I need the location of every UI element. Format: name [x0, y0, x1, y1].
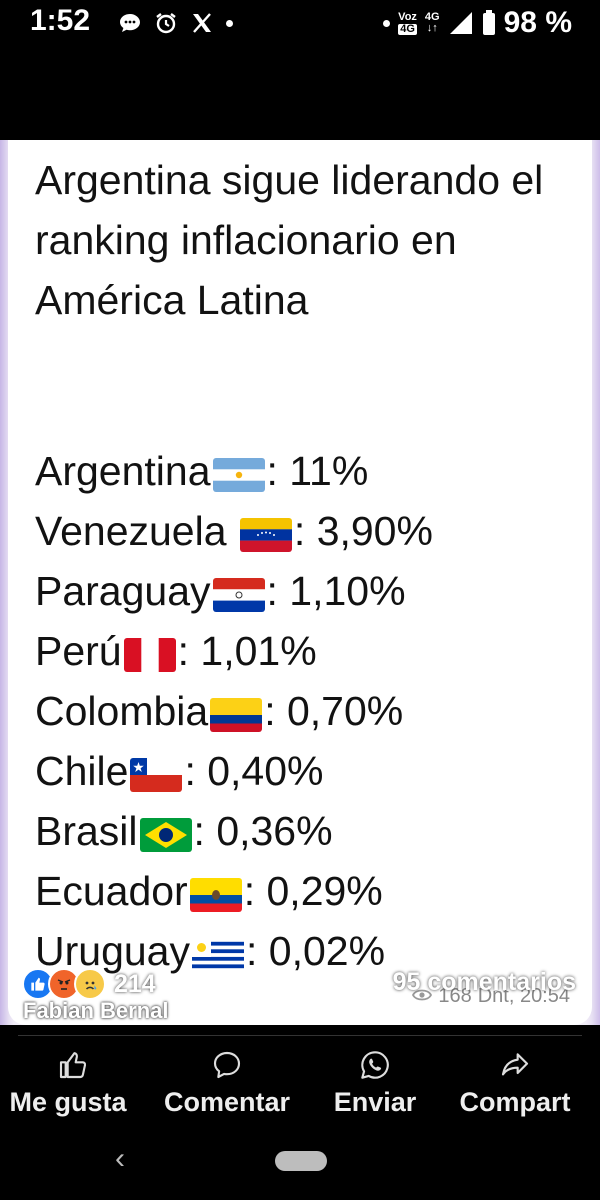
voz-tech-label: 4G: [398, 23, 417, 35]
country-name: Ecuador: [35, 868, 188, 914]
whatsapp-icon: [310, 1047, 440, 1083]
share-button[interactable]: Compart: [450, 1047, 580, 1118]
share-icon: [450, 1047, 580, 1083]
list-item: Chile : 0,40%: [35, 741, 595, 801]
inflation-value: : 3,90%: [293, 508, 433, 554]
inflation-list: Argentina : 11% Venezuela : 3,90% Paragua…: [35, 441, 595, 981]
country-name: Colombia: [35, 688, 209, 734]
divider: [18, 1035, 582, 1036]
inflation-value: : 0,40%: [184, 748, 324, 794]
country-name: Uruguay: [35, 928, 190, 974]
list-item: Venezuela : 3,90%: [35, 501, 595, 561]
country-name: Argentina: [35, 448, 211, 494]
list-item: Brasil : 0,36%: [35, 801, 595, 861]
list-item: Perú : 1,01%: [35, 621, 595, 681]
message-bubble: Argentina sigue liderando el ranking inf…: [8, 140, 592, 1025]
comment-button[interactable]: Comentar: [152, 1047, 302, 1118]
country-name: Brasil: [35, 808, 138, 854]
chat-bubble-icon: [118, 11, 142, 35]
inflation-value: : 1,01%: [177, 628, 317, 674]
country-name: Chile: [35, 748, 129, 794]
network-label: 4G: [424, 11, 440, 23]
battery-icon: [482, 10, 496, 36]
ecuador-flag-icon: [189, 878, 242, 913]
battery-percent: 98 %: [503, 6, 572, 39]
post-image[interactable]: Argentina sigue liderando el ranking inf…: [0, 140, 600, 1025]
send-whatsapp-button[interactable]: Enviar: [310, 1047, 440, 1118]
inflation-value: : 0,36%: [193, 808, 333, 854]
like-reaction-icon: [22, 968, 54, 1000]
comment-icon: [152, 1047, 302, 1083]
comments-link[interactable]: 95 comentarios: [392, 968, 576, 996]
system-status-icons: Voz 4G 4G ↓↑ 98 %: [383, 5, 572, 41]
share-label: Compart: [459, 1087, 571, 1117]
post-meta: Dnt, 20:54: [477, 985, 570, 1007]
back-chevron-icon[interactable]: ‹: [115, 1142, 125, 1175]
country-name: Perú: [35, 628, 122, 674]
inflation-value: : 1,10%: [266, 568, 406, 614]
argentina-flag-icon: [212, 458, 265, 493]
x-logo-icon: [190, 11, 214, 35]
dot-icon: [383, 19, 391, 27]
venezuela-flag-icon: [239, 518, 292, 553]
views-count: 168: [438, 985, 472, 1007]
inflation-value: : 0,29%: [243, 868, 383, 914]
reaction-count: 214: [114, 969, 156, 998]
notification-icons: [118, 9, 233, 37]
status-time: 1:52: [30, 4, 91, 37]
uruguay-flag-icon: [191, 938, 244, 973]
inflation-value: : 0,02%: [245, 928, 386, 974]
list-item: Paraguay : 1,10%: [35, 561, 595, 621]
sad-reaction-icon: [74, 968, 106, 1000]
alarm-clock-icon: [154, 11, 178, 35]
thumbs-up-icon: [0, 1047, 148, 1083]
paraguay-flag-icon: [212, 578, 265, 613]
watermark-text: Fabian Bernal: [23, 998, 169, 1023]
send-label: Enviar: [333, 1087, 417, 1117]
post-actions-bar: Me gusta Comentar Enviar Compart: [0, 1025, 600, 1130]
brasil-flag-icon: [139, 818, 192, 853]
eye-icon: [412, 985, 433, 1008]
inflation-value: : 0,70%: [264, 688, 404, 734]
system-nav-bar: ‹: [0, 1130, 600, 1200]
peru-flag-icon: [123, 638, 176, 673]
telegram-views: 168 Dnt, 20:54: [412, 985, 570, 1008]
voz-label: Voz: [398, 10, 417, 23]
like-button[interactable]: Me gusta: [0, 1047, 148, 1118]
reactions-summary[interactable]: 214: [22, 968, 156, 1000]
comment-label: Comentar: [163, 1087, 291, 1117]
list-item: Uruguay : 0,02%: [35, 921, 595, 981]
colombia-flag-icon: [210, 698, 263, 733]
post-headline: Argentina sigue liderando el ranking inf…: [35, 157, 544, 323]
inflation-value: : 11%: [266, 448, 369, 494]
top-spacer: [0, 50, 600, 140]
chile-flag-icon: [130, 758, 183, 793]
country-name: Venezuela: [35, 508, 238, 554]
signal-icon: [448, 10, 474, 36]
country-name: Paraguay: [35, 568, 211, 614]
home-pill[interactable]: [275, 1151, 327, 1171]
volte-icon: Voz 4G: [398, 10, 417, 35]
network-type-icon: 4G ↓↑: [424, 11, 440, 34]
list-item: Argentina : 11%: [35, 441, 595, 501]
like-label: Me gusta: [9, 1087, 127, 1117]
dot-icon: [226, 19, 233, 27]
status-bar: 1:52 Voz 4G 4G ↓↑ 98 %: [0, 0, 600, 50]
list-item: Ecuador : 0,29%: [35, 861, 595, 921]
list-item: Colombia : 0,70%: [35, 681, 595, 741]
